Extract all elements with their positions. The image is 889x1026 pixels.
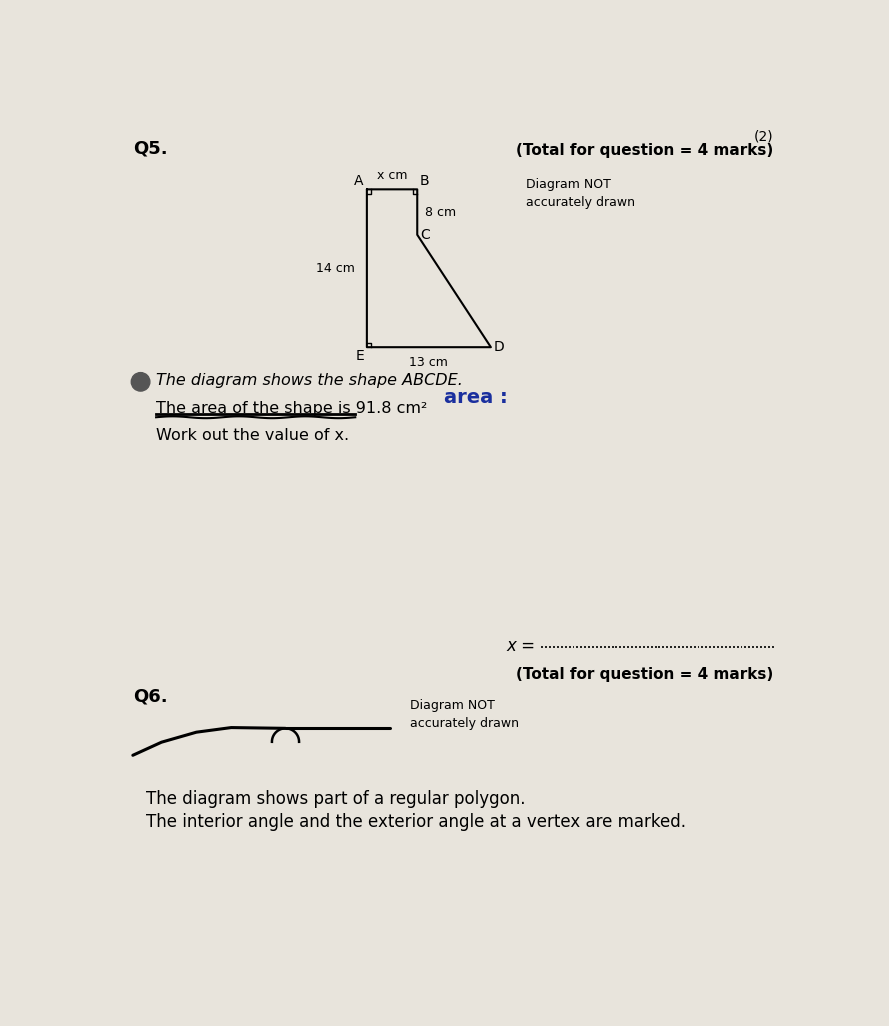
Text: (Total for question = 4 marks): (Total for question = 4 marks) — [517, 667, 773, 681]
Text: Work out the value of x.: Work out the value of x. — [156, 428, 349, 443]
Text: x cm: x cm — [377, 169, 407, 183]
Text: (Total for question = 4 marks): (Total for question = 4 marks) — [517, 144, 773, 158]
Text: x =: x = — [507, 637, 541, 656]
Text: The interior angle and the exterior angle at a vertex are marked.: The interior angle and the exterior angl… — [146, 813, 686, 831]
Text: C: C — [420, 228, 430, 242]
Text: 13 cm: 13 cm — [410, 356, 448, 369]
Text: B: B — [420, 173, 429, 188]
Text: Diagram NOT
accurately drawn: Diagram NOT accurately drawn — [525, 177, 635, 208]
Circle shape — [132, 372, 150, 391]
Text: Diagram NOT
accurately drawn: Diagram NOT accurately drawn — [410, 699, 518, 731]
Text: The diagram shows part of a regular polygon.: The diagram shows part of a regular poly… — [146, 790, 525, 807]
Text: Q6.: Q6. — [132, 687, 167, 706]
Text: 14 cm: 14 cm — [316, 262, 356, 275]
Text: 8 cm: 8 cm — [425, 205, 456, 219]
Text: The area of the shape is 91.8 cm²: The area of the shape is 91.8 cm² — [156, 401, 428, 417]
Text: E: E — [356, 349, 364, 363]
Text: The diagram shows the shape ABCDE.: The diagram shows the shape ABCDE. — [156, 372, 463, 388]
Text: D: D — [493, 341, 504, 354]
Text: area :: area : — [444, 388, 509, 407]
Text: (2): (2) — [754, 129, 773, 144]
Text: A: A — [354, 173, 363, 188]
Text: Q5.: Q5. — [132, 140, 167, 157]
